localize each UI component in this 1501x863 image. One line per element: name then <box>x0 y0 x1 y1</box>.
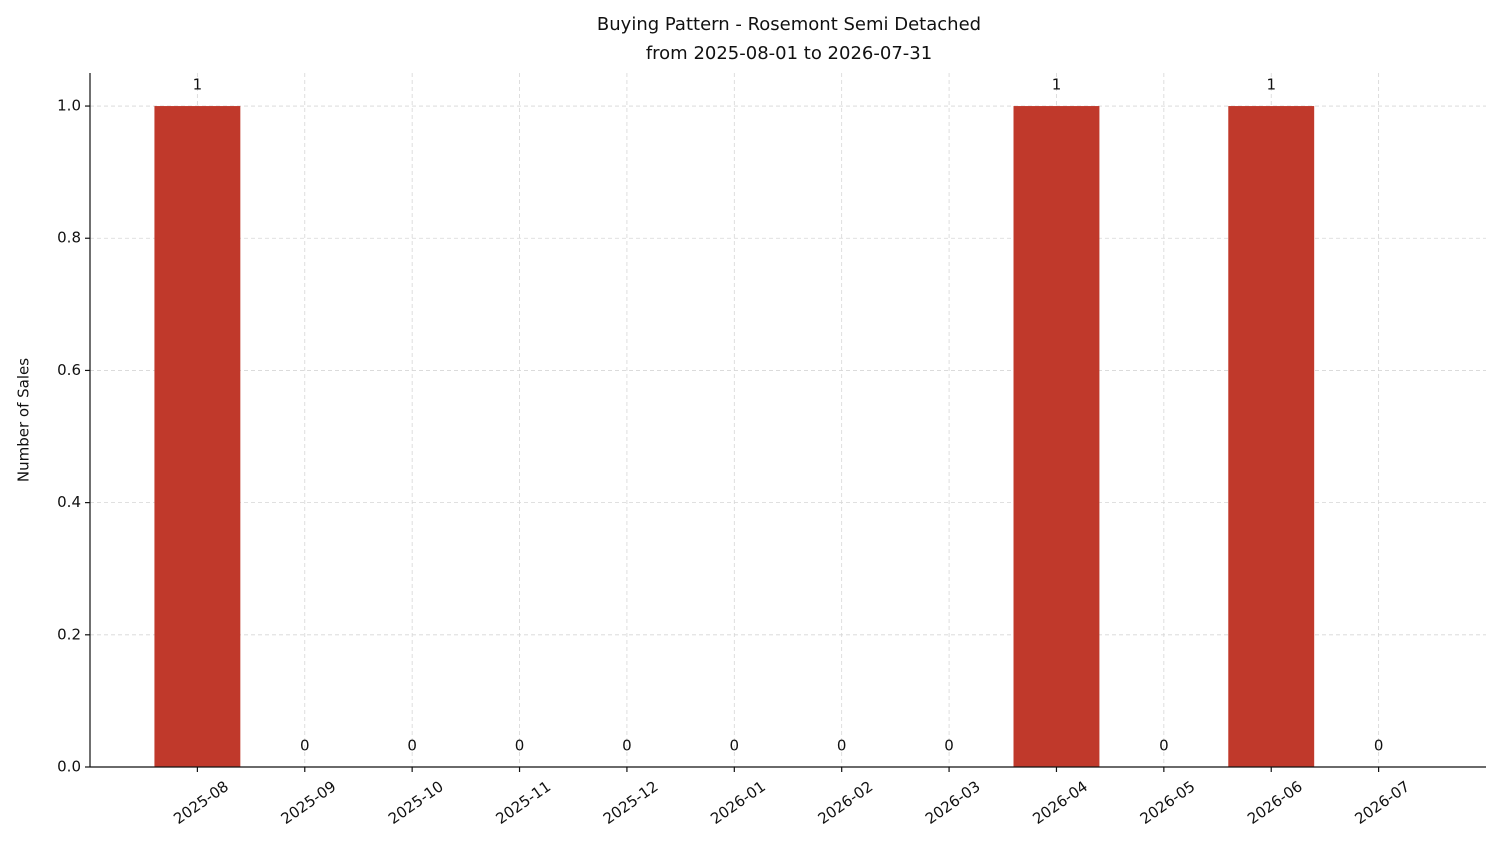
value-label: 0 <box>1159 737 1169 755</box>
x-tick-label: 2026-02 <box>815 777 877 828</box>
value-label: 0 <box>407 737 417 755</box>
value-label: 0 <box>730 737 740 755</box>
y-tick-label: 0.4 <box>57 493 81 511</box>
x-tick-label: 2025-10 <box>385 777 447 828</box>
x-tick-label: 2026-04 <box>1029 777 1091 828</box>
y-tick-label: 0.6 <box>57 361 81 379</box>
x-tick-label: 2025-09 <box>278 777 340 828</box>
y-tick-label: 0.8 <box>57 229 81 247</box>
y-tick-label: 0.0 <box>57 758 81 776</box>
y-axis-label: Number of Sales <box>15 358 33 482</box>
value-label: 0 <box>300 737 310 755</box>
value-label: 1 <box>1266 76 1276 94</box>
value-label: 0 <box>837 737 847 755</box>
chart-subtitle: from 2025-08-01 to 2026-07-31 <box>646 43 932 64</box>
x-tick-label: 2026-05 <box>1137 777 1199 828</box>
x-tick-label: 2026-06 <box>1244 777 1306 828</box>
x-tick-label: 2026-07 <box>1351 777 1413 828</box>
value-label: 1 <box>193 76 203 94</box>
chart-title: Buying Pattern - Rosemont Semi Detached <box>597 14 981 35</box>
x-tick-label: 2025-08 <box>170 777 232 828</box>
y-tick-label: 0.2 <box>57 625 81 643</box>
x-tick-label: 2026-01 <box>707 777 769 828</box>
value-label: 1 <box>1052 76 1062 94</box>
value-label: 0 <box>622 737 632 755</box>
y-tick-label: 1.0 <box>57 97 81 115</box>
value-label: 0 <box>944 737 954 755</box>
value-label: 0 <box>1374 737 1384 755</box>
x-tick-label: 2025-11 <box>492 777 554 828</box>
bar <box>154 106 241 768</box>
x-tick-label: 2025-12 <box>600 777 662 828</box>
bar <box>1013 106 1100 768</box>
x-tick-label: 2026-03 <box>922 777 984 828</box>
value-label: 0 <box>515 737 525 755</box>
bar <box>1228 106 1315 768</box>
